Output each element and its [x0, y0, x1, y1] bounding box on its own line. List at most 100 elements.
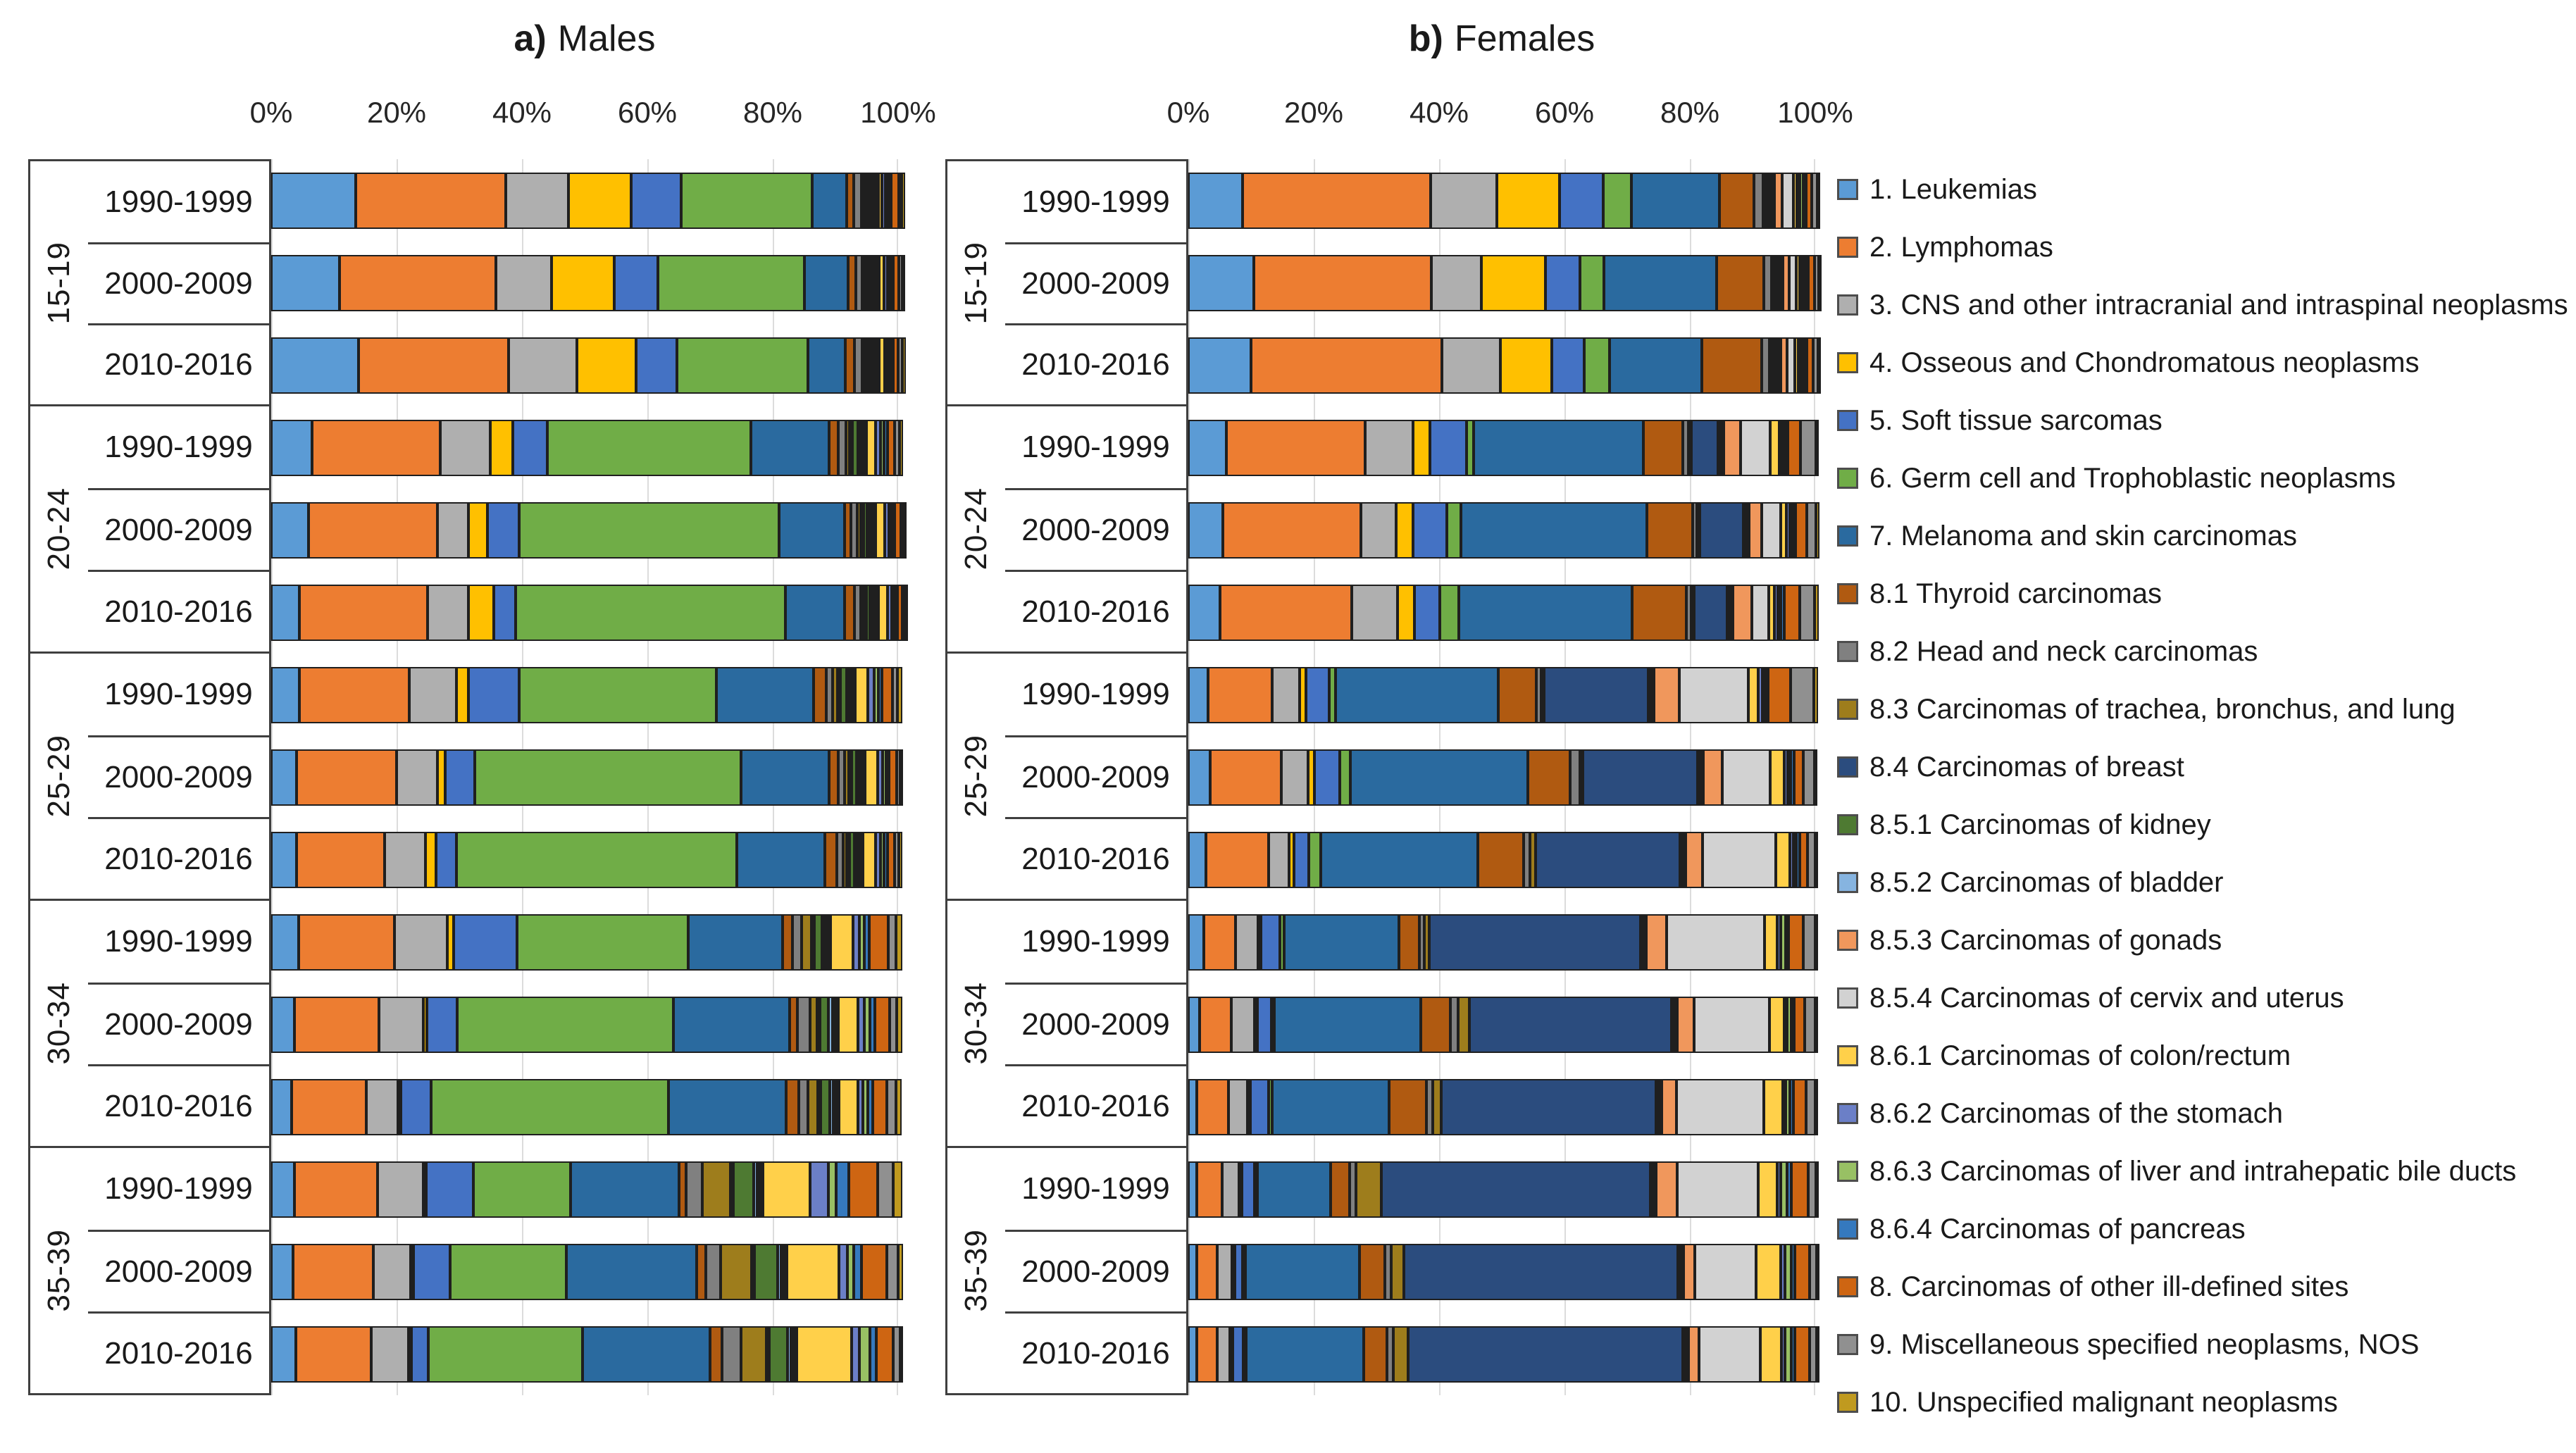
bar-segment — [811, 913, 814, 971]
bar-segment — [271, 996, 295, 1053]
bar-segment — [1791, 749, 1794, 806]
bar-segment — [1679, 666, 1748, 723]
legend-swatch — [1837, 1218, 1858, 1240]
bars-column — [1188, 901, 1819, 1148]
stacked-bar — [271, 831, 903, 888]
bar-segment — [889, 749, 897, 806]
bar-segment — [888, 584, 892, 641]
bar-segment — [1433, 1078, 1441, 1135]
bar-segment — [884, 419, 888, 476]
bar-segment — [720, 1243, 752, 1300]
bar-segment — [1748, 666, 1759, 723]
bar-segment — [1818, 254, 1822, 311]
bar-segment — [890, 337, 894, 394]
bar-segment — [884, 831, 888, 888]
bar-segment — [1688, 1326, 1700, 1383]
bar-segment — [1632, 584, 1687, 641]
bar-segment — [1761, 501, 1781, 559]
x-axis-males: 0% 20% 40% 60% 80% 100% — [250, 77, 936, 139]
stacked-bar — [1188, 172, 1820, 229]
bar-segment — [1683, 1326, 1686, 1383]
legend-item-label: 8.4 Carcinomas of breast — [1869, 751, 2184, 782]
bar-segment — [1294, 831, 1309, 888]
bar-segment — [854, 337, 862, 394]
bar-segment — [1253, 254, 1432, 311]
bar-segment — [1217, 1326, 1230, 1383]
bar-segment — [793, 1326, 797, 1383]
bar-segment — [789, 996, 797, 1053]
bar-segment — [614, 254, 659, 311]
bar-segment — [1812, 172, 1817, 229]
bar-row — [1188, 242, 1822, 324]
bar-segment — [1305, 666, 1329, 723]
legend-item-label: 5. Soft tissue sarcomas — [1869, 404, 2163, 436]
bar-segment — [897, 1243, 903, 1300]
bar-segment — [847, 1243, 854, 1300]
bar-segment — [1782, 1078, 1786, 1135]
bar-segment — [1631, 172, 1719, 229]
bar-segment — [1678, 1243, 1681, 1300]
bar-segment — [848, 254, 856, 311]
age-group-label: 15-19 — [42, 241, 76, 325]
bar-segment — [1196, 1243, 1218, 1300]
bar-segment — [1407, 1326, 1684, 1383]
bar-segment — [1580, 254, 1604, 311]
bar-segment — [840, 666, 847, 723]
bar-segment — [853, 1243, 862, 1300]
bar-segment — [1800, 172, 1803, 229]
bar-segment — [1805, 1078, 1815, 1135]
bar-segment — [1763, 172, 1767, 229]
bar-segment — [864, 996, 870, 1053]
bar-segment — [468, 666, 519, 723]
stacked-bar — [271, 666, 902, 723]
bar-segment — [784, 1243, 788, 1300]
bar-segment — [862, 1078, 869, 1135]
bar-row — [271, 1313, 903, 1395]
bar-segment — [1257, 996, 1271, 1053]
bar-segment — [862, 831, 876, 888]
bar-segment — [1390, 1243, 1404, 1300]
males-chart-panel: a) Males 0% 20% 40% 60% 80% 100% 15-19 1990-19… — [28, 0, 936, 1395]
bar-segment — [804, 254, 849, 311]
bar-segment — [838, 996, 859, 1053]
bar-segment — [1814, 749, 1818, 806]
legend-item-label: 8.5.4 Carcinomas of cervix and uterus — [1869, 982, 2344, 1014]
legend-item-label: 8.5.2 Carcinomas of bladder — [1869, 866, 2224, 898]
bar-segment — [864, 337, 868, 394]
bar-segment — [1188, 1243, 1197, 1300]
bar-segment — [887, 831, 895, 888]
age-group-cell: 30-34 — [30, 901, 88, 1146]
bar-segment — [864, 913, 869, 971]
age-group-label: 25-29 — [42, 735, 76, 818]
bar-segment — [1790, 666, 1815, 723]
bar-segment — [1246, 1326, 1364, 1383]
bar-segment — [898, 172, 902, 229]
bar-segment — [437, 501, 469, 559]
bar-segment — [813, 666, 826, 723]
bar-segment — [859, 1326, 870, 1383]
bar-segment — [1541, 666, 1545, 723]
axis-tick-label: 80% — [742, 96, 803, 129]
bar-segment — [371, 1326, 409, 1383]
bar-segment — [1699, 1326, 1761, 1383]
bar-segment — [1812, 337, 1818, 394]
bar-segment — [411, 1326, 428, 1383]
bar-segment — [740, 1326, 766, 1383]
bar-segment — [892, 1326, 900, 1383]
bar-segment — [582, 1326, 710, 1383]
bar-segment — [894, 501, 901, 559]
bar-segment — [1474, 419, 1644, 476]
legend-swatch — [1837, 872, 1858, 893]
panel-title-text: Females — [1454, 18, 1595, 59]
stacked-bar — [1188, 419, 1819, 476]
bar-segment — [1523, 831, 1530, 888]
bar-segment — [884, 337, 888, 394]
bar-segment — [1817, 172, 1820, 229]
bar-segment — [1458, 584, 1633, 641]
stacked-bar — [271, 501, 907, 559]
bar-segment — [1188, 254, 1254, 311]
panel-title-males: a) Males — [271, 0, 898, 77]
bar-segment — [1787, 996, 1791, 1053]
axis-tick-label: 60% — [1534, 96, 1595, 129]
bar-segment — [1308, 749, 1315, 806]
